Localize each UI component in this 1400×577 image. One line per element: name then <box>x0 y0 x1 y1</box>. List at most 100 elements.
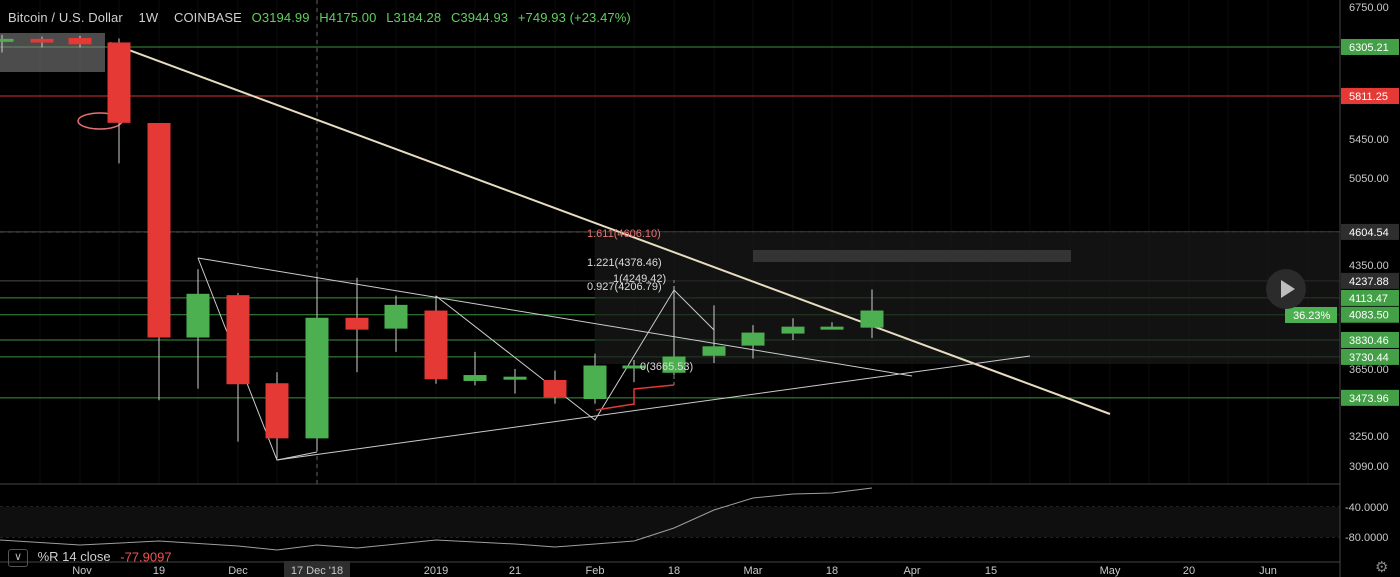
price-level-label: 4083.50 <box>1349 310 1389 322</box>
time-tick-label: 21 <box>509 565 521 577</box>
interval-label[interactable]: 1W <box>138 10 159 25</box>
time-tick-label: Dec <box>228 565 248 577</box>
price-level-tag <box>1341 306 1399 323</box>
candle-body <box>30 38 54 43</box>
candle-body <box>345 317 369 330</box>
candle-body <box>0 38 14 42</box>
time-tick-label: 19 <box>153 565 165 577</box>
wpr-axis-label: -40.0000 <box>1345 502 1388 514</box>
price-level-label: 5811.25 <box>1349 91 1388 103</box>
candle <box>226 292 250 442</box>
price-level-tag <box>1341 38 1399 55</box>
wedge-lower-line <box>276 355 1031 461</box>
candle <box>463 351 487 386</box>
change-value: +749.93 (+23.47%) <box>517 10 631 25</box>
price-level-label: 4237.88 <box>1349 276 1389 288</box>
candle <box>583 353 607 404</box>
price-level-label: 4113.47 <box>1349 293 1388 305</box>
candle <box>702 305 726 363</box>
fib-label: 1(4249.42) <box>613 273 666 285</box>
candle <box>622 360 646 383</box>
candle <box>147 123 171 401</box>
candle-body <box>226 295 250 385</box>
time-tick-label: May <box>1100 565 1121 577</box>
ohlc-values: O3194.99 H4175.00 L3184.28 C3944.93 +749… <box>252 10 637 25</box>
price-tick-label: 3650.00 <box>1349 364 1389 376</box>
symbol-name[interactable]: Bitcoin / U.S. Dollar <box>8 10 123 25</box>
candles <box>0 34 884 459</box>
candle-body <box>702 346 726 356</box>
price-level-label: 3830.46 <box>1349 335 1389 347</box>
open-value: O3194.99 <box>251 10 310 25</box>
close-value: C3944.93 <box>450 10 509 25</box>
candle <box>0 34 14 53</box>
symbol-header: Bitcoin / U.S. Dollar 1W COINBASE O3194.… <box>8 10 637 25</box>
price-level-tag <box>1341 348 1399 365</box>
price-level-tag <box>1341 389 1399 406</box>
high-value: H4175.00 <box>319 10 377 25</box>
wpr-axis-label: -80.0000 <box>1345 532 1388 544</box>
price-axis: 6750.00 5450.00 5050.00 4350.00 3650.00 3250.… <box>1285 0 1400 577</box>
time-tick-label: 18 <box>826 565 838 577</box>
time-tick-label: 18 <box>668 565 680 577</box>
time-tick-label: Mar <box>744 565 763 577</box>
time-tick-label: 2019 <box>424 565 448 577</box>
fib-label: 1.221(4378.46) <box>587 257 662 269</box>
time-tick-label: 15 <box>985 565 997 577</box>
measure-marker-low <box>595 403 635 411</box>
measure-marker <box>633 384 675 405</box>
candle-body <box>741 332 765 346</box>
time-cursor-tag <box>284 561 350 577</box>
change-badge <box>1285 307 1337 323</box>
price-level-label: 3730.44 <box>1349 352 1389 364</box>
candle-body <box>424 310 448 380</box>
candle <box>424 295 448 384</box>
candle-body <box>147 123 171 338</box>
candle-body <box>463 375 487 381</box>
wedge-left-line <box>197 257 318 461</box>
candle-body <box>662 356 686 373</box>
candle <box>345 277 369 373</box>
price-level-tag <box>1341 223 1399 240</box>
fib-label: 0.927(4206.79) <box>587 281 662 293</box>
indicator-value: -77.9097 <box>120 549 172 565</box>
price-level-tag <box>1341 87 1399 104</box>
indicator-name[interactable]: %R 14 close <box>37 549 111 565</box>
candle-body <box>68 37 92 45</box>
collapse-indicator-button[interactable]: ∨ <box>8 549 28 567</box>
candle <box>186 269 210 389</box>
replay-play-button[interactable] <box>1266 269 1306 309</box>
candle <box>543 370 567 404</box>
candle <box>503 369 527 394</box>
price-level-tag <box>1341 289 1399 306</box>
price-level-label: 6305.21 <box>1349 42 1389 54</box>
price-tick-label: 6750.00 <box>1349 2 1389 14</box>
candle-body <box>107 42 131 123</box>
price-tick-label: 5050.00 <box>1349 173 1389 185</box>
candle <box>662 286 686 376</box>
price-level-tag <box>1341 331 1399 348</box>
price-tick-label: 3250.00 <box>1349 431 1389 443</box>
abcd-pattern <box>435 289 715 421</box>
williams-r-line <box>0 487 873 551</box>
candle-body <box>265 383 289 439</box>
candle <box>30 36 54 48</box>
price-tick-label: 4350.00 <box>1349 260 1389 272</box>
candle-body <box>503 376 527 380</box>
time-tick-label: Jun <box>1259 565 1277 577</box>
price-level-label: 3473.96 <box>1349 393 1389 405</box>
candle <box>384 295 408 352</box>
time-tick-label: Apr <box>903 565 920 577</box>
price-level-label: 4604.54 <box>1349 227 1389 239</box>
candle-body <box>583 365 607 400</box>
price-level-tag <box>1341 272 1399 289</box>
candle <box>68 35 92 48</box>
candle <box>305 276 329 451</box>
candle-body <box>622 365 646 369</box>
settings-gear-icon[interactable]: ⚙ <box>1375 559 1389 576</box>
price-tick-label: 3090.00 <box>1349 461 1389 473</box>
drawing-shapes <box>0 33 1340 461</box>
candle-body <box>186 293 210 338</box>
candle-body <box>860 310 884 328</box>
